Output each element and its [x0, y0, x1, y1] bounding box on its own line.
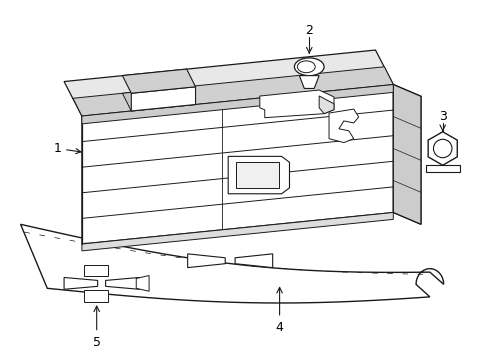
Polygon shape — [228, 156, 289, 194]
Polygon shape — [64, 278, 98, 289]
Text: 2: 2 — [305, 24, 312, 37]
Polygon shape — [81, 85, 392, 244]
Ellipse shape — [294, 58, 324, 76]
Polygon shape — [235, 254, 272, 267]
Ellipse shape — [297, 61, 315, 73]
Polygon shape — [259, 90, 333, 118]
Polygon shape — [83, 290, 107, 302]
Polygon shape — [187, 254, 225, 267]
Polygon shape — [299, 76, 319, 89]
Polygon shape — [73, 67, 392, 116]
Polygon shape — [319, 96, 333, 114]
Polygon shape — [236, 162, 278, 188]
Polygon shape — [427, 132, 456, 165]
Polygon shape — [105, 278, 139, 289]
Polygon shape — [83, 265, 107, 276]
Polygon shape — [328, 109, 358, 143]
Polygon shape — [122, 69, 195, 93]
Text: 3: 3 — [438, 109, 446, 122]
Polygon shape — [425, 165, 459, 172]
Text: 5: 5 — [93, 336, 101, 349]
Polygon shape — [122, 87, 195, 111]
Text: 4: 4 — [275, 321, 283, 334]
Polygon shape — [20, 224, 443, 303]
Polygon shape — [392, 85, 420, 224]
Text: 1: 1 — [53, 142, 81, 155]
Polygon shape — [392, 85, 420, 224]
Polygon shape — [131, 87, 195, 111]
Polygon shape — [81, 85, 392, 124]
Polygon shape — [64, 50, 392, 116]
Circle shape — [432, 139, 451, 158]
Polygon shape — [81, 212, 392, 251]
Polygon shape — [136, 275, 149, 291]
